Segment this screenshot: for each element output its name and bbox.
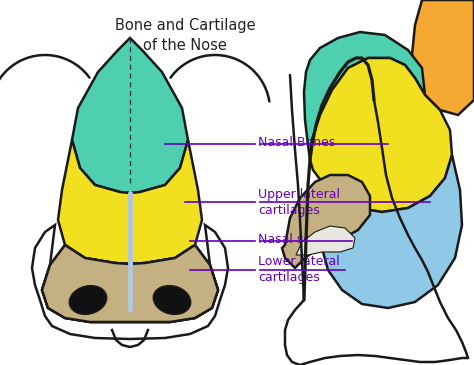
- Polygon shape: [42, 245, 218, 322]
- Polygon shape: [72, 38, 188, 193]
- Polygon shape: [322, 155, 462, 308]
- Polygon shape: [310, 58, 452, 212]
- Polygon shape: [42, 245, 218, 322]
- Text: Nasal Bones: Nasal Bones: [258, 136, 335, 149]
- Text: Bone and Cartilage
of the Nose: Bone and Cartilage of the Nose: [115, 18, 255, 53]
- Polygon shape: [412, 0, 474, 115]
- Text: Upper lateral
cartilages: Upper lateral cartilages: [258, 188, 340, 217]
- Text: Nasal septum: Nasal septum: [258, 233, 344, 246]
- Polygon shape: [58, 140, 202, 264]
- Ellipse shape: [153, 285, 191, 314]
- Polygon shape: [304, 32, 425, 160]
- Polygon shape: [296, 226, 355, 255]
- Polygon shape: [32, 225, 228, 339]
- Polygon shape: [282, 175, 370, 268]
- Ellipse shape: [69, 285, 107, 314]
- Text: Lower lateral
cartilages: Lower lateral cartilages: [258, 255, 340, 284]
